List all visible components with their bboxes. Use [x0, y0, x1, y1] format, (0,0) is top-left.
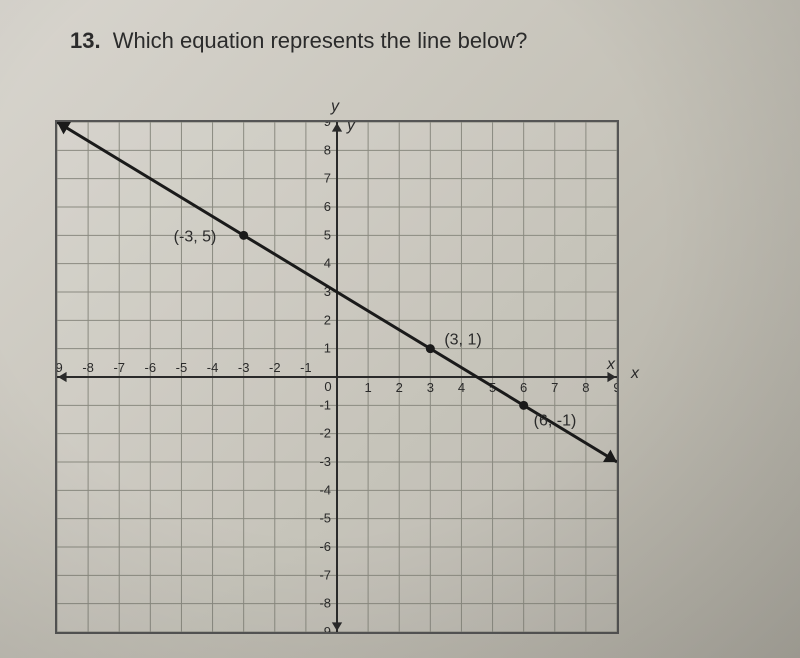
svg-text:2: 2: [396, 380, 403, 395]
svg-text:y: y: [346, 122, 356, 134]
svg-text:-6: -6: [145, 360, 157, 375]
svg-text:-3: -3: [319, 454, 331, 469]
coordinate-grid: -9 -8 -7 -6 -5 -4 -3 -2 -1 1 2 3 4 5 6 7 8 9 0 -9 -8 -7 -6 -5 -4…: [55, 120, 619, 634]
svg-text:2: 2: [324, 312, 331, 327]
svg-text:7: 7: [324, 171, 331, 186]
svg-text:9: 9: [324, 122, 331, 129]
svg-text:-3: -3: [238, 360, 250, 375]
svg-text:(-3, 5): (-3, 5): [174, 228, 217, 245]
svg-text:(3, 1): (3, 1): [444, 332, 481, 349]
svg-text:-2: -2: [269, 360, 281, 375]
svg-text:-4: -4: [319, 482, 331, 497]
svg-text:-8: -8: [82, 360, 94, 375]
question-number: 13.: [70, 28, 101, 53]
svg-text:-7: -7: [319, 567, 331, 582]
chart-svg: -9 -8 -7 -6 -5 -4 -3 -2 -1 1 2 3 4 5 6 7 8 9 0 -9 -8 -7 -6 -5 -4…: [57, 122, 617, 632]
svg-text:6: 6: [324, 199, 331, 214]
svg-text:-9: -9: [319, 624, 331, 632]
svg-text:6: 6: [520, 380, 527, 395]
svg-text:-6: -6: [319, 539, 331, 554]
axis-label-x: x: [631, 365, 639, 383]
svg-text:(6, -1): (6, -1): [534, 412, 577, 429]
svg-text:-9: -9: [57, 360, 63, 375]
svg-text:8: 8: [324, 142, 331, 157]
question-text: 13. Which equation represents the line b…: [70, 28, 527, 54]
svg-text:-5: -5: [176, 360, 188, 375]
svg-text:4: 4: [324, 256, 331, 271]
svg-text:8: 8: [582, 380, 589, 395]
svg-text:-8: -8: [319, 596, 331, 611]
question-body: Which equation represents the line below…: [113, 28, 528, 53]
svg-text:1: 1: [324, 341, 331, 356]
svg-text:x: x: [606, 356, 616, 373]
svg-text:-1: -1: [319, 397, 331, 412]
svg-text:9: 9: [613, 380, 617, 395]
axis-label-y: y: [331, 98, 339, 116]
svg-text:-5: -5: [319, 511, 331, 526]
svg-text:-7: -7: [113, 360, 125, 375]
svg-text:5: 5: [324, 227, 331, 242]
svg-text:3: 3: [427, 380, 434, 395]
svg-text:4: 4: [458, 380, 465, 395]
svg-text:0: 0: [324, 379, 331, 394]
svg-text:-2: -2: [319, 426, 331, 441]
svg-text:-1: -1: [300, 360, 312, 375]
svg-text:7: 7: [551, 380, 558, 395]
svg-text:1: 1: [364, 380, 371, 395]
svg-text:-4: -4: [207, 360, 219, 375]
